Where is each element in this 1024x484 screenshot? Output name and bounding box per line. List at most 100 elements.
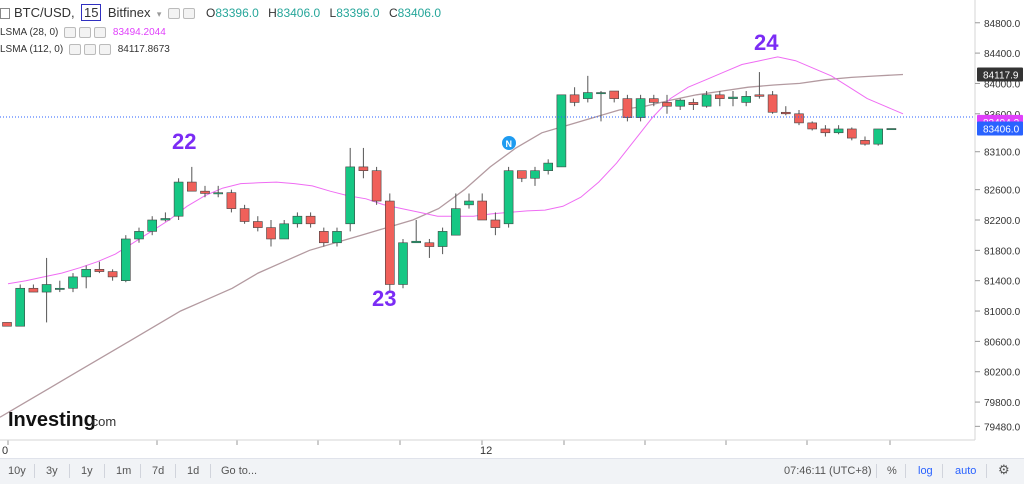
indicator-value: 83494.2044: [112, 27, 166, 39]
investing-logo: Investing .com: [8, 409, 116, 431]
y-tick-label-4: 83100.0: [984, 148, 1021, 159]
percent-toggle[interactable]: %: [887, 465, 897, 477]
news-marker-icon[interactable]: N: [502, 136, 516, 150]
candle-10: [134, 227, 144, 243]
range-1m[interactable]: 1m: [116, 465, 132, 477]
candle-33: [437, 227, 448, 255]
candle-27: [358, 147, 369, 179]
settings-icon[interactable]: [83, 44, 96, 55]
candle-8: [107, 269, 118, 281]
candle-18: [239, 204, 250, 224]
candle-56: [741, 91, 752, 107]
candle-1: [15, 284, 25, 327]
candle-20: [266, 220, 276, 247]
y-tick-label-7: 81800.0: [984, 246, 1021, 257]
candle-49: [648, 94, 659, 107]
candle-36: [477, 193, 488, 221]
candle-53: [701, 91, 712, 108]
candle-52: [688, 98, 699, 110]
candle-0: [2, 322, 12, 327]
settings-icon[interactable]: [79, 27, 92, 38]
candle-17: [226, 189, 237, 213]
range-3y[interactable]: 3y: [46, 465, 58, 477]
indicator-label[interactable]: LSMA (112, 0): [0, 44, 64, 56]
gear-icon[interactable]: ⚙: [998, 462, 1010, 477]
goto-button[interactable]: Go to...: [221, 465, 258, 477]
candle-14: [187, 166, 197, 192]
auto-toggle[interactable]: auto: [955, 465, 977, 477]
eye-icon[interactable]: [68, 44, 81, 55]
price-chart[interactable]: 84800.084400.084000.083600.083100.082600…: [0, 0, 1024, 458]
interval-box[interactable]: 15: [81, 4, 102, 21]
candle-62: [820, 125, 831, 137]
range-1d[interactable]: 1d: [187, 465, 200, 477]
candle-3: [41, 257, 52, 323]
y-tick-label-6: 82200.0: [984, 216, 1021, 227]
low-value: 83396.0: [336, 6, 380, 20]
price-tags: 84117.983494.283406.0: [977, 67, 1023, 136]
candle-45: [596, 91, 606, 122]
candles: [2, 72, 897, 327]
chevron-down-icon[interactable]: ▾: [156, 9, 162, 19]
candle-24: [318, 227, 329, 247]
candle-9: [121, 235, 131, 283]
candle-63: [833, 125, 844, 135]
y-tick-label-9: 81000.0: [984, 307, 1021, 318]
candle-65: [860, 136, 870, 146]
candle-2: [28, 284, 39, 293]
candle-58: [767, 91, 778, 114]
candle-31: [411, 220, 422, 244]
candle-29: [384, 193, 395, 293]
range-10y[interactable]: 10y: [8, 465, 26, 477]
close-icon[interactable]: [98, 44, 111, 55]
svg-text:N: N: [506, 139, 513, 149]
svg-text:83406.0: 83406.0: [983, 125, 1020, 136]
y-tick-label-12: 79800.0: [984, 398, 1021, 409]
y-tick-label-13: 79480.0: [984, 422, 1021, 433]
indicator-label[interactable]: LSMA (28, 0): [0, 27, 59, 39]
candle-26: [345, 147, 356, 232]
menu-icon[interactable]: [0, 8, 10, 20]
indicator-lsma-112: LSMA (112, 0) 84117.8673: [0, 44, 170, 55]
candle-44: [582, 75, 593, 103]
candle-28: [371, 166, 382, 205]
range-1y[interactable]: 1y: [81, 465, 93, 477]
high-value: 83406.0: [276, 6, 321, 20]
candle-4: [54, 280, 65, 293]
candle-19: [253, 216, 263, 232]
log-toggle[interactable]: log: [918, 465, 933, 477]
annotation-23: 23: [372, 286, 396, 311]
y-tick-label-11: 80200.0: [984, 368, 1021, 379]
x-grid-lines: [7, 440, 891, 445]
eye-icon[interactable]: [167, 8, 180, 20]
candle-32: [424, 238, 435, 258]
close-icon[interactable]: [94, 27, 107, 38]
y-tick-label-0: 84800.0: [984, 19, 1021, 30]
x-axis-label: 12: [480, 445, 492, 457]
candle-22: [292, 212, 303, 228]
candle-64: [846, 127, 857, 141]
exchange-name: Bitfinex: [107, 5, 151, 20]
symbol-name[interactable]: BTC/USD,: [14, 5, 75, 20]
settings-icon[interactable]: [182, 8, 195, 20]
candle-35: [464, 193, 474, 209]
candle-48: [635, 94, 646, 122]
candle-41: [543, 159, 554, 175]
candle-59: [780, 106, 791, 116]
candle-67: [886, 128, 897, 131]
candle-61: [807, 121, 818, 131]
y-tick-label-10: 80600.0: [984, 337, 1021, 348]
lsma28-path: [7, 56, 904, 285]
candle-7: [94, 261, 105, 274]
candle-40: [530, 166, 540, 186]
range-7d[interactable]: 7d: [152, 465, 165, 477]
y-tick-label-8: 81400.0: [984, 277, 1021, 288]
eye-icon[interactable]: [64, 27, 77, 38]
candle-39: [516, 170, 527, 183]
candle-23: [305, 212, 316, 228]
candle-60: [794, 110, 804, 126]
candle-15: [200, 185, 210, 198]
candle-50: [662, 94, 672, 114]
candle-12: [160, 212, 171, 222]
price-tag-0: 84117.9: [977, 67, 1023, 82]
